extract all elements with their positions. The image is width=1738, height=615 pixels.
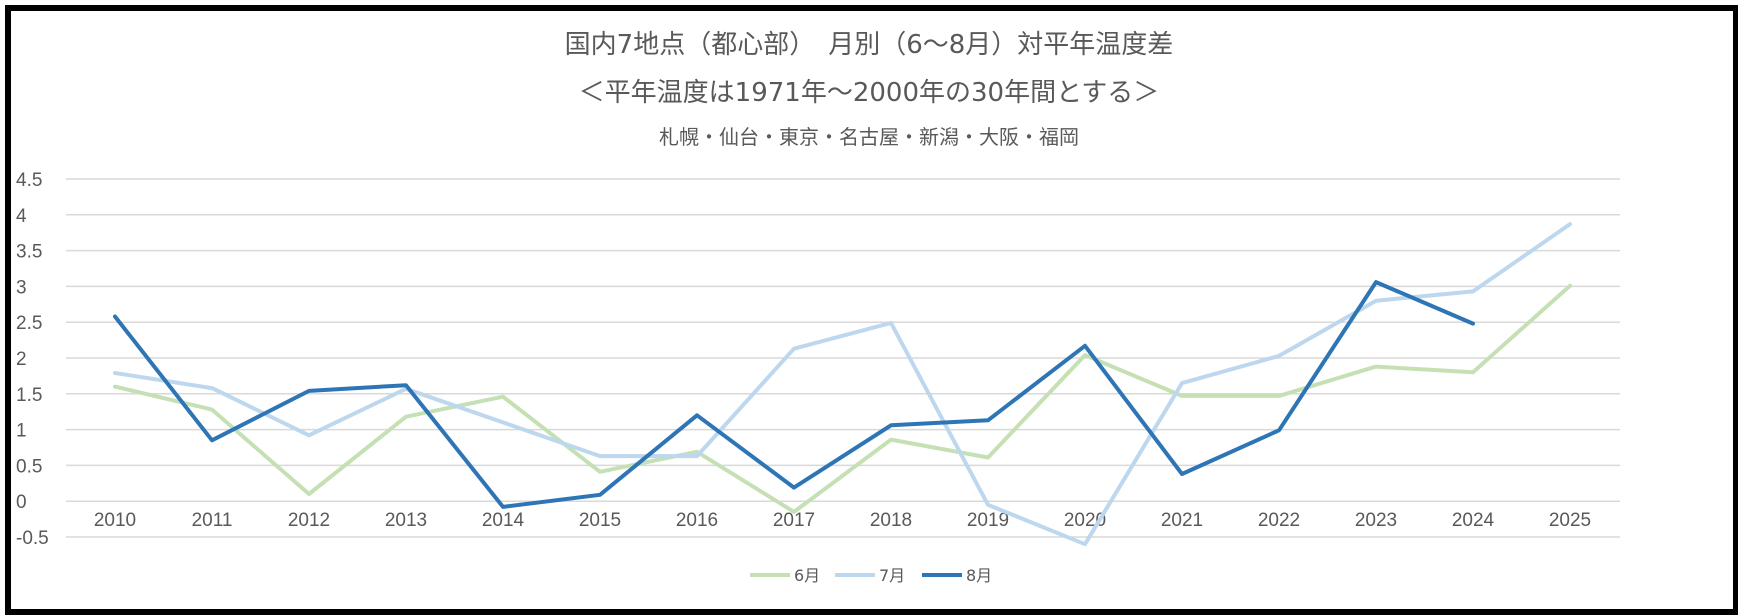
y-tick-label: 2.5 bbox=[16, 313, 42, 334]
y-tick-label: 0.5 bbox=[16, 456, 42, 477]
series-line-7月 bbox=[115, 224, 1570, 544]
x-tick-label: 2011 bbox=[192, 510, 233, 531]
y-tick-label: 1 bbox=[16, 421, 27, 442]
x-tick-label: 2022 bbox=[1258, 510, 1300, 531]
y-tick-label: 4 bbox=[16, 206, 27, 227]
y-tick-label: 4.5 bbox=[16, 170, 42, 191]
y-tick-label: 3 bbox=[16, 277, 27, 298]
x-tick-label: 2025 bbox=[1549, 510, 1591, 531]
y-tick-label: 1.5 bbox=[16, 385, 42, 406]
y-tick-label: 0 bbox=[16, 492, 27, 513]
y-tick-label: 2 bbox=[16, 349, 27, 370]
legend-label: 6月 bbox=[794, 566, 820, 585]
x-tick-label: 2015 bbox=[579, 510, 621, 531]
y-tick-label: 3.5 bbox=[16, 242, 42, 263]
x-tick-label: 2016 bbox=[676, 510, 718, 531]
x-tick-label: 2014 bbox=[482, 510, 525, 531]
x-tick-label: 2021 bbox=[1161, 510, 1203, 531]
y-tick-label: -0.5 bbox=[16, 528, 49, 549]
legend-label: 8月 bbox=[966, 566, 992, 585]
legend-label: 7月 bbox=[879, 566, 905, 585]
x-tick-label: 2018 bbox=[870, 510, 912, 531]
x-tick-label: 2012 bbox=[288, 510, 330, 531]
x-tick-label: 2024 bbox=[1452, 510, 1495, 531]
x-tick-label: 2023 bbox=[1355, 510, 1397, 531]
x-tick-label: 2010 bbox=[94, 510, 136, 531]
x-tick-label: 2019 bbox=[967, 510, 1009, 531]
x-tick-label: 2013 bbox=[385, 510, 427, 531]
